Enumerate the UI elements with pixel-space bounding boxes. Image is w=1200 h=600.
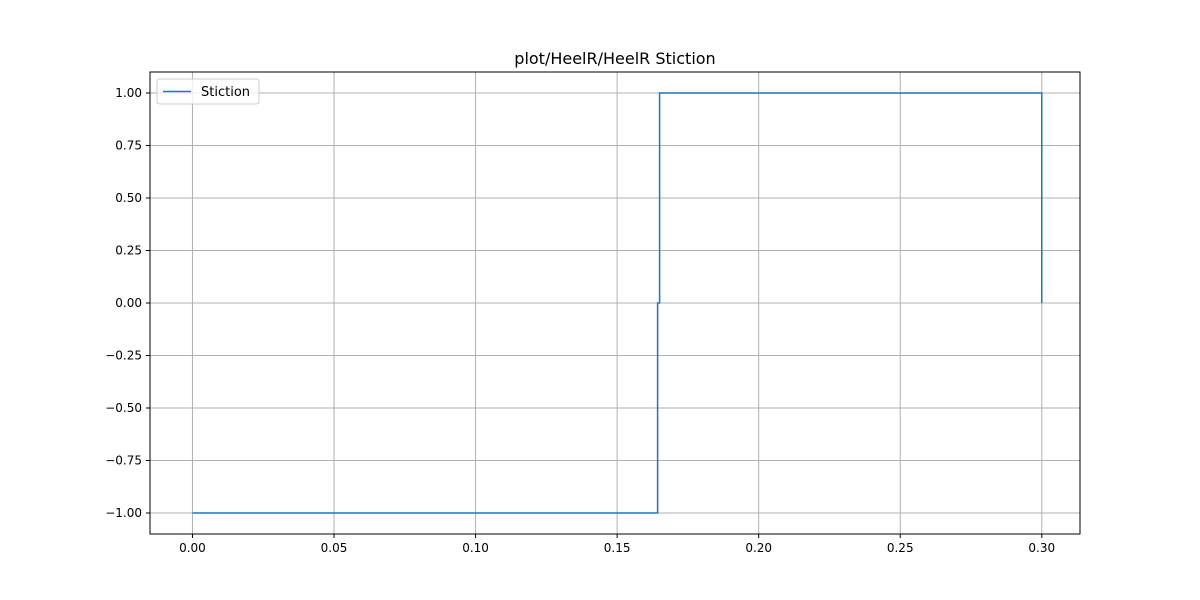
y-tick-label: 0.25 [115,244,142,258]
y-tick-label: −0.75 [105,454,142,468]
x-tick-label: 0.25 [887,541,914,555]
x-tick-label: 0.30 [1028,541,1055,555]
y-tick-label: −0.50 [105,401,142,415]
y-tick-label: 1.00 [115,86,142,100]
series-line-stiction [192,92,1043,514]
legend: Stiction [156,78,260,105]
y-axis: 1.00 0.75 0.50 0.25 0.00 −0.25 −0.50 −0.75 −1.00 [105,86,150,520]
x-tick-label: 0.10 [462,541,489,555]
legend-label: Stiction [201,85,250,100]
y-tick-label: 0.75 [115,139,142,153]
x-tick-label: 0.20 [745,541,772,555]
x-tick-label: 0.05 [321,541,348,555]
plot-series-layer [192,92,1043,514]
y-tick-label: −1.00 [105,506,142,520]
grid-lines [150,72,1080,534]
y-tick-label: −0.25 [105,349,142,363]
y-tick-label: 0.00 [115,296,142,310]
x-tick-label: 0.15 [604,541,631,555]
legend-box [156,78,260,105]
chart-title: plot/HeelR/HeelR Stiction [514,49,715,68]
x-axis: 0.00 0.05 0.10 0.15 0.20 0.25 0.30 [179,534,1055,555]
y-tick-label: 0.50 [115,191,142,205]
x-tick-label: 0.00 [179,541,206,555]
